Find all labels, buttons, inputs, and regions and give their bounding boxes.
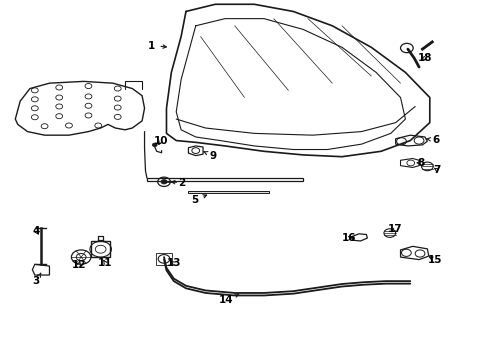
Text: 9: 9 — [203, 150, 216, 161]
Polygon shape — [91, 241, 110, 257]
Text: 4: 4 — [33, 226, 40, 236]
Text: 13: 13 — [166, 258, 181, 268]
Text: 8: 8 — [416, 158, 424, 168]
Text: 11: 11 — [98, 258, 113, 268]
Text: 2: 2 — [171, 178, 185, 188]
Text: 5: 5 — [191, 195, 206, 205]
Text: 7: 7 — [432, 165, 440, 175]
Text: 14: 14 — [218, 294, 238, 305]
Circle shape — [161, 180, 166, 184]
Circle shape — [152, 143, 157, 147]
Text: 18: 18 — [417, 53, 431, 63]
Polygon shape — [351, 234, 366, 241]
Text: 17: 17 — [386, 225, 401, 234]
Polygon shape — [400, 158, 418, 167]
Polygon shape — [147, 178, 303, 181]
Polygon shape — [15, 81, 144, 135]
Text: 10: 10 — [153, 136, 167, 146]
Polygon shape — [188, 191, 268, 193]
Text: 12: 12 — [71, 260, 86, 270]
Text: 6: 6 — [426, 135, 438, 145]
Text: 16: 16 — [342, 233, 356, 243]
Polygon shape — [188, 146, 203, 156]
Polygon shape — [32, 264, 49, 275]
Polygon shape — [395, 135, 427, 146]
Text: 15: 15 — [427, 255, 441, 265]
Text: 1: 1 — [148, 41, 166, 50]
Text: 3: 3 — [33, 273, 41, 286]
Polygon shape — [400, 246, 428, 260]
